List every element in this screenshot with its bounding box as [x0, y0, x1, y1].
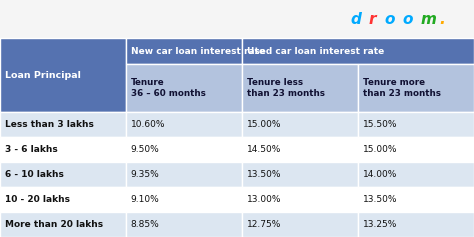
Text: 10 - 20 lakhs: 10 - 20 lakhs: [5, 195, 70, 204]
Text: 12.75%: 12.75%: [247, 220, 281, 229]
Bar: [126, 187, 242, 212]
Bar: [358, 162, 474, 187]
Text: .: .: [439, 12, 445, 27]
Bar: [358, 112, 474, 137]
Bar: [242, 137, 358, 162]
Bar: [126, 64, 242, 112]
Text: o: o: [385, 12, 395, 27]
Text: 14.00%: 14.00%: [363, 170, 397, 179]
Text: m: m: [421, 12, 437, 27]
Text: 9.35%: 9.35%: [131, 170, 159, 179]
Bar: [126, 112, 242, 137]
Text: 13.25%: 13.25%: [363, 220, 397, 229]
Text: Less than 3 lakhs: Less than 3 lakhs: [5, 120, 94, 129]
Text: 8.85%: 8.85%: [131, 220, 159, 229]
Text: 6 - 10 lakhs: 6 - 10 lakhs: [5, 170, 64, 179]
Text: 14.50%: 14.50%: [247, 145, 281, 154]
Bar: [242, 162, 358, 187]
Text: Loan Principal: Loan Principal: [5, 70, 81, 79]
Bar: [242, 187, 358, 212]
Text: 3 - 6 lakhs: 3 - 6 lakhs: [5, 145, 58, 154]
Bar: [0, 212, 126, 237]
Text: 9.50%: 9.50%: [131, 145, 159, 154]
Text: Tenure
36 – 60 months: Tenure 36 – 60 months: [131, 78, 206, 98]
Bar: [242, 38, 474, 64]
Bar: [0, 187, 126, 212]
Text: 13.50%: 13.50%: [247, 170, 281, 179]
Bar: [358, 64, 474, 112]
Text: 13.00%: 13.00%: [247, 195, 281, 204]
Bar: [0, 137, 126, 162]
Bar: [358, 187, 474, 212]
Bar: [242, 64, 358, 112]
Text: 15.00%: 15.00%: [363, 145, 397, 154]
Text: 15.50%: 15.50%: [363, 120, 397, 129]
Text: 10.60%: 10.60%: [131, 120, 165, 129]
Bar: [0, 112, 126, 137]
Text: 15.00%: 15.00%: [247, 120, 281, 129]
Bar: [0, 38, 126, 112]
Bar: [126, 162, 242, 187]
Text: o: o: [403, 12, 413, 27]
Bar: [126, 212, 242, 237]
Text: 9.10%: 9.10%: [131, 195, 159, 204]
Text: r: r: [369, 12, 376, 27]
Bar: [358, 212, 474, 237]
Text: Tenure more
than 23 months: Tenure more than 23 months: [363, 78, 441, 98]
Bar: [358, 137, 474, 162]
Bar: [242, 112, 358, 137]
Text: d: d: [351, 12, 362, 27]
Bar: [0, 162, 126, 187]
Text: Used car loan interest rate: Used car loan interest rate: [247, 46, 384, 55]
Text: New car loan interest rate: New car loan interest rate: [131, 46, 265, 55]
Text: 13.50%: 13.50%: [363, 195, 397, 204]
Bar: [126, 137, 242, 162]
Bar: [126, 38, 242, 64]
Bar: [242, 212, 358, 237]
Text: Tenure less
than 23 months: Tenure less than 23 months: [247, 78, 325, 98]
Text: More than 20 lakhs: More than 20 lakhs: [5, 220, 103, 229]
